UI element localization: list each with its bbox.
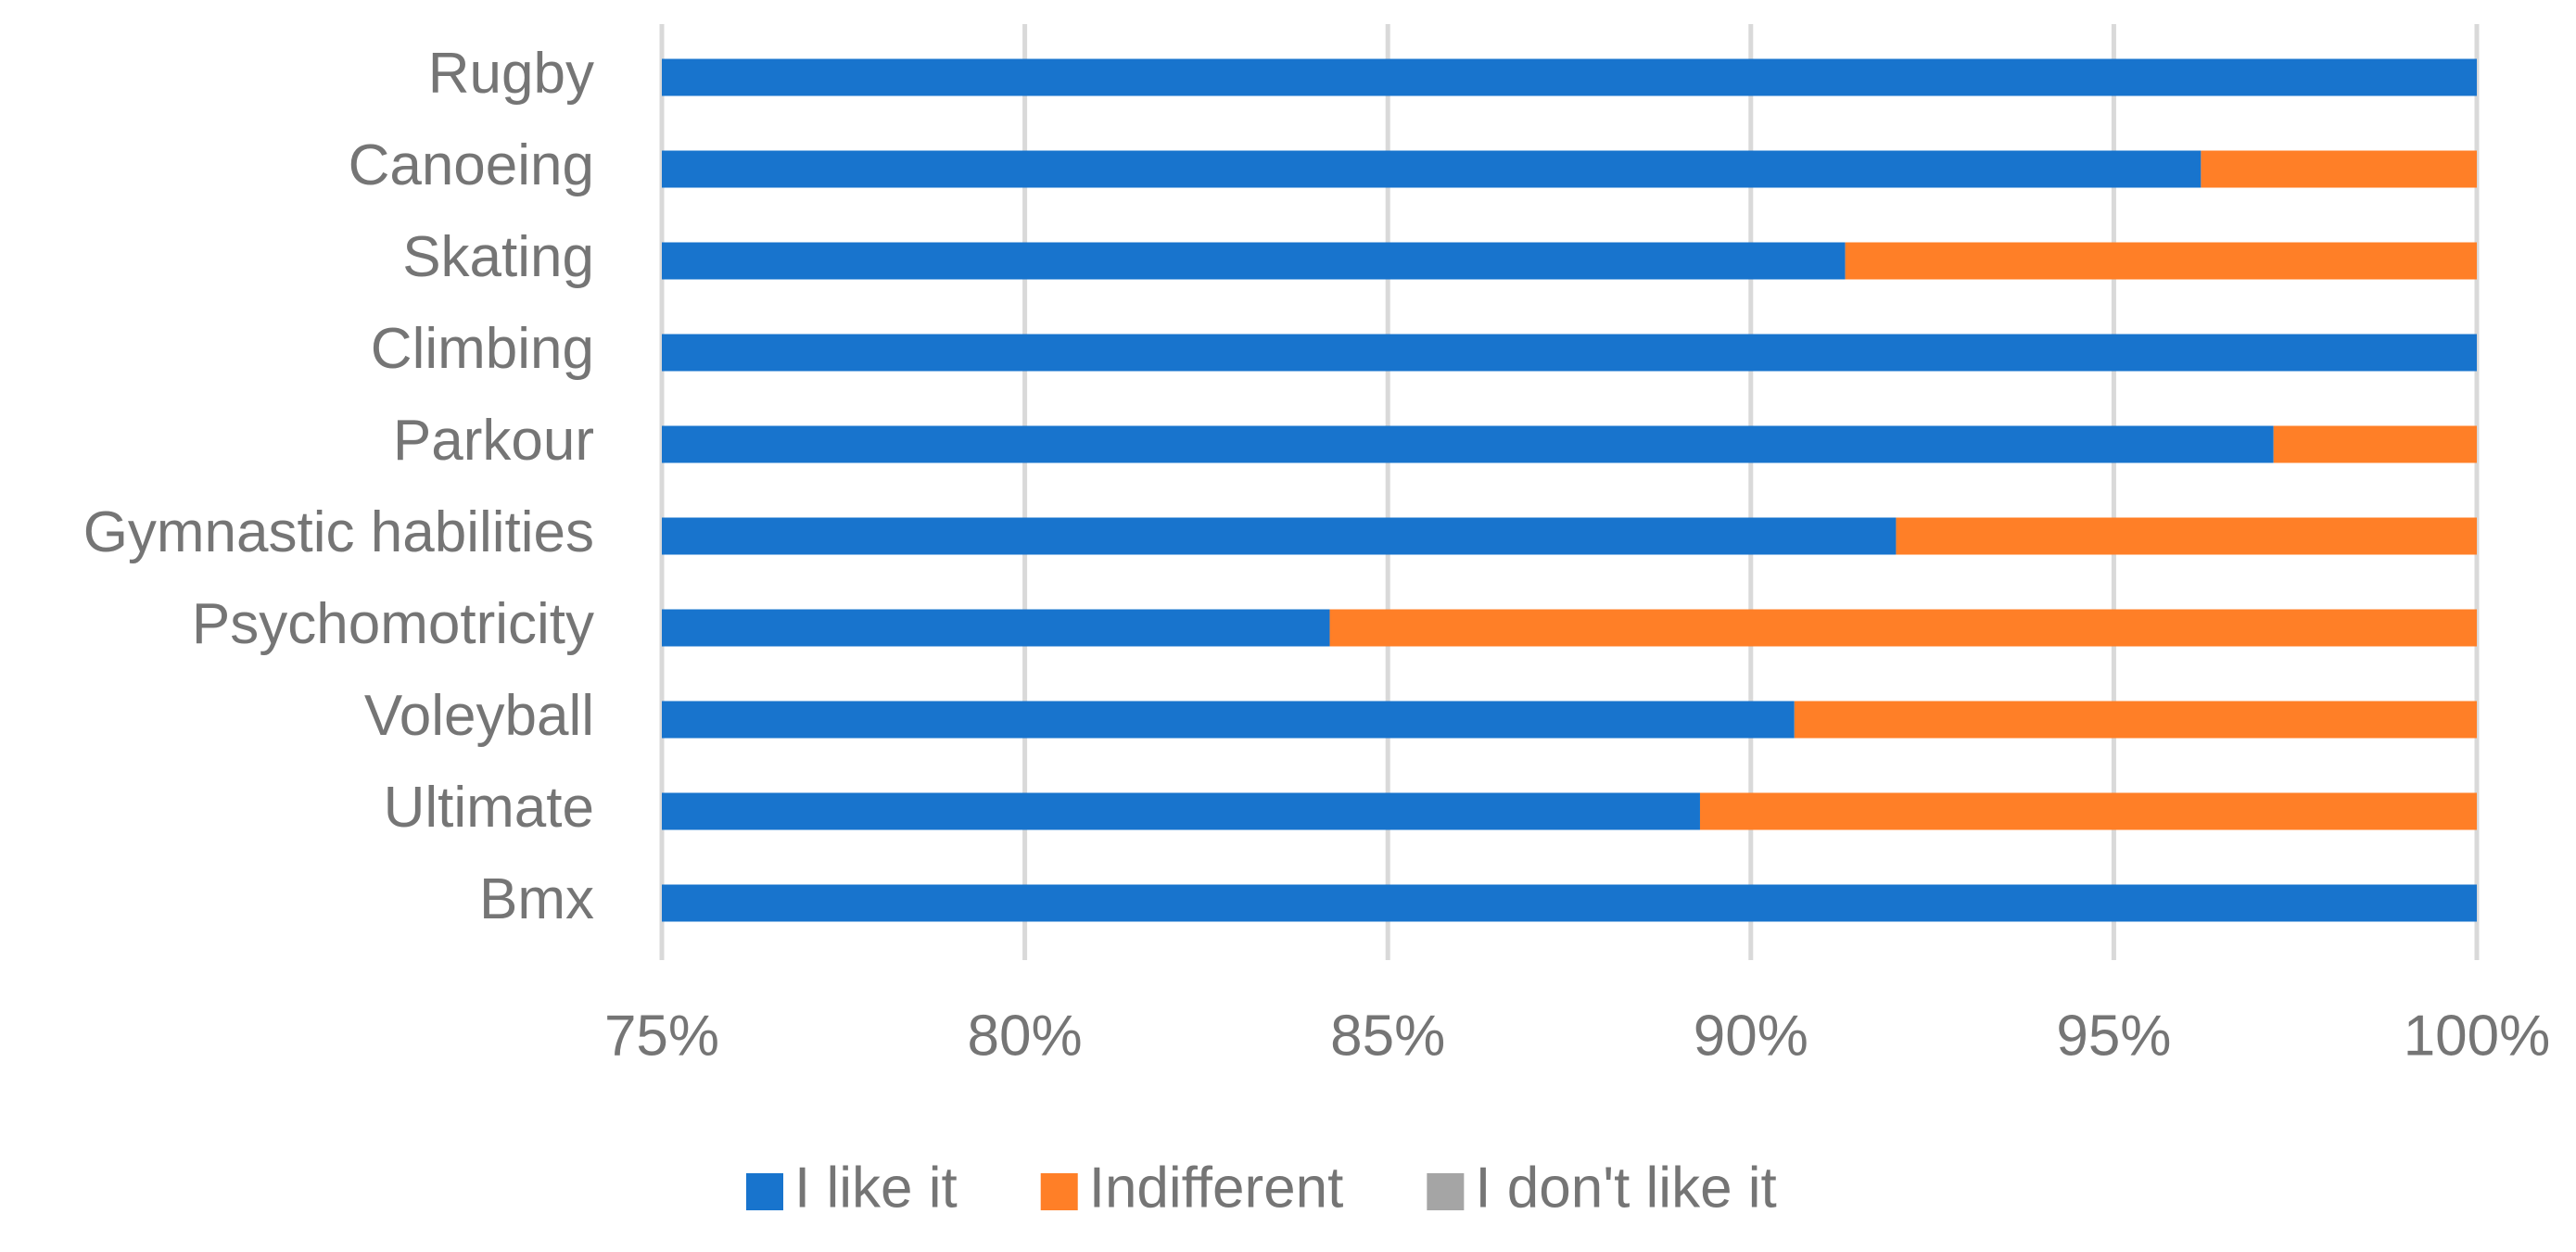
x-tick-label: 95% bbox=[2056, 1004, 2171, 1068]
bar-segment bbox=[1794, 701, 2477, 739]
legend: I like it Indifferent I don't like it bbox=[746, 1156, 1777, 1220]
y-tick-label: Psychomotricity bbox=[192, 592, 594, 656]
bar-segment bbox=[662, 58, 2477, 96]
bar-segment bbox=[1699, 792, 2477, 830]
bar-segment bbox=[2273, 425, 2477, 463]
y-tick-label: Canoeing bbox=[349, 133, 594, 197]
labels: 75% 80% 85% 90% 95% 100% Rugby Canoeing Skating C… bbox=[83, 42, 2551, 1069]
bar-segment bbox=[662, 884, 2477, 922]
legend-label: I like it bbox=[794, 1156, 958, 1220]
x-tick-label: 100% bbox=[2404, 1004, 2551, 1068]
bar-segment bbox=[2201, 150, 2477, 188]
y-tick-label: Gymnastic habilities bbox=[83, 500, 594, 564]
y-tick-label: Bmx bbox=[479, 867, 594, 931]
y-tick-label: Parkour bbox=[393, 409, 594, 473]
y-tick-label: Ultimate bbox=[384, 776, 594, 840]
x-tick-label: 80% bbox=[968, 1004, 1083, 1068]
bar-segment bbox=[662, 334, 2477, 372]
legend-label: Indifferent bbox=[1089, 1156, 1344, 1220]
y-tick-label: Rugby bbox=[428, 42, 594, 106]
bar-segment bbox=[662, 425, 2274, 463]
bars bbox=[662, 58, 2477, 922]
legend-swatch bbox=[1427, 1173, 1465, 1210]
bar-segment bbox=[662, 242, 1846, 280]
bar-segment bbox=[1329, 609, 2477, 647]
bar-segment bbox=[662, 609, 1330, 647]
legend-label: I don't like it bbox=[1475, 1156, 1776, 1220]
y-tick-label: Skating bbox=[402, 225, 594, 289]
legend-swatch bbox=[1040, 1173, 1078, 1210]
x-tick-label: 85% bbox=[1330, 1004, 1445, 1068]
y-tick-label: Voleyball bbox=[364, 684, 594, 748]
bar-segment bbox=[662, 517, 1897, 555]
bar-segment bbox=[662, 701, 1795, 739]
y-tick-label: Climbing bbox=[371, 317, 594, 381]
legend-swatch bbox=[746, 1173, 783, 1210]
x-tick-label: 90% bbox=[1694, 1004, 1808, 1068]
bar-segment bbox=[662, 792, 1700, 830]
bar-segment bbox=[1896, 517, 2477, 555]
x-tick-label: 75% bbox=[604, 1004, 719, 1068]
bar-segment bbox=[662, 150, 2202, 188]
bar-segment bbox=[1845, 242, 2477, 280]
